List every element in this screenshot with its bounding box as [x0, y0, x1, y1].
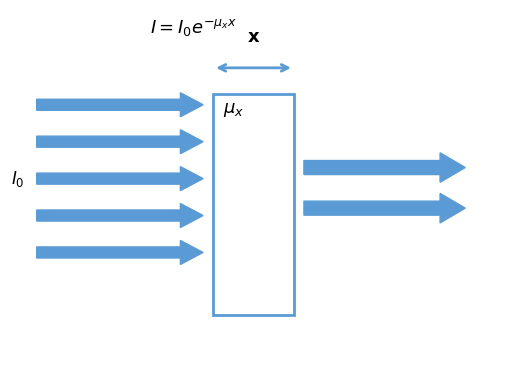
Text: $\mathbf{x}$: $\mathbf{x}$	[247, 28, 260, 46]
FancyArrow shape	[37, 167, 203, 190]
FancyArrow shape	[304, 153, 465, 182]
FancyArrow shape	[37, 130, 203, 154]
FancyArrow shape	[37, 93, 203, 117]
Text: $I_0$: $I_0$	[12, 169, 25, 189]
Text: $I = I_0 e^{-\mu_x x}$: $I = I_0 e^{-\mu_x x}$	[150, 17, 236, 38]
FancyArrow shape	[304, 193, 465, 223]
Text: $\mu_x$: $\mu_x$	[223, 101, 244, 119]
FancyArrow shape	[37, 240, 203, 264]
FancyArrow shape	[37, 203, 203, 228]
Bar	[213, 94, 294, 315]
